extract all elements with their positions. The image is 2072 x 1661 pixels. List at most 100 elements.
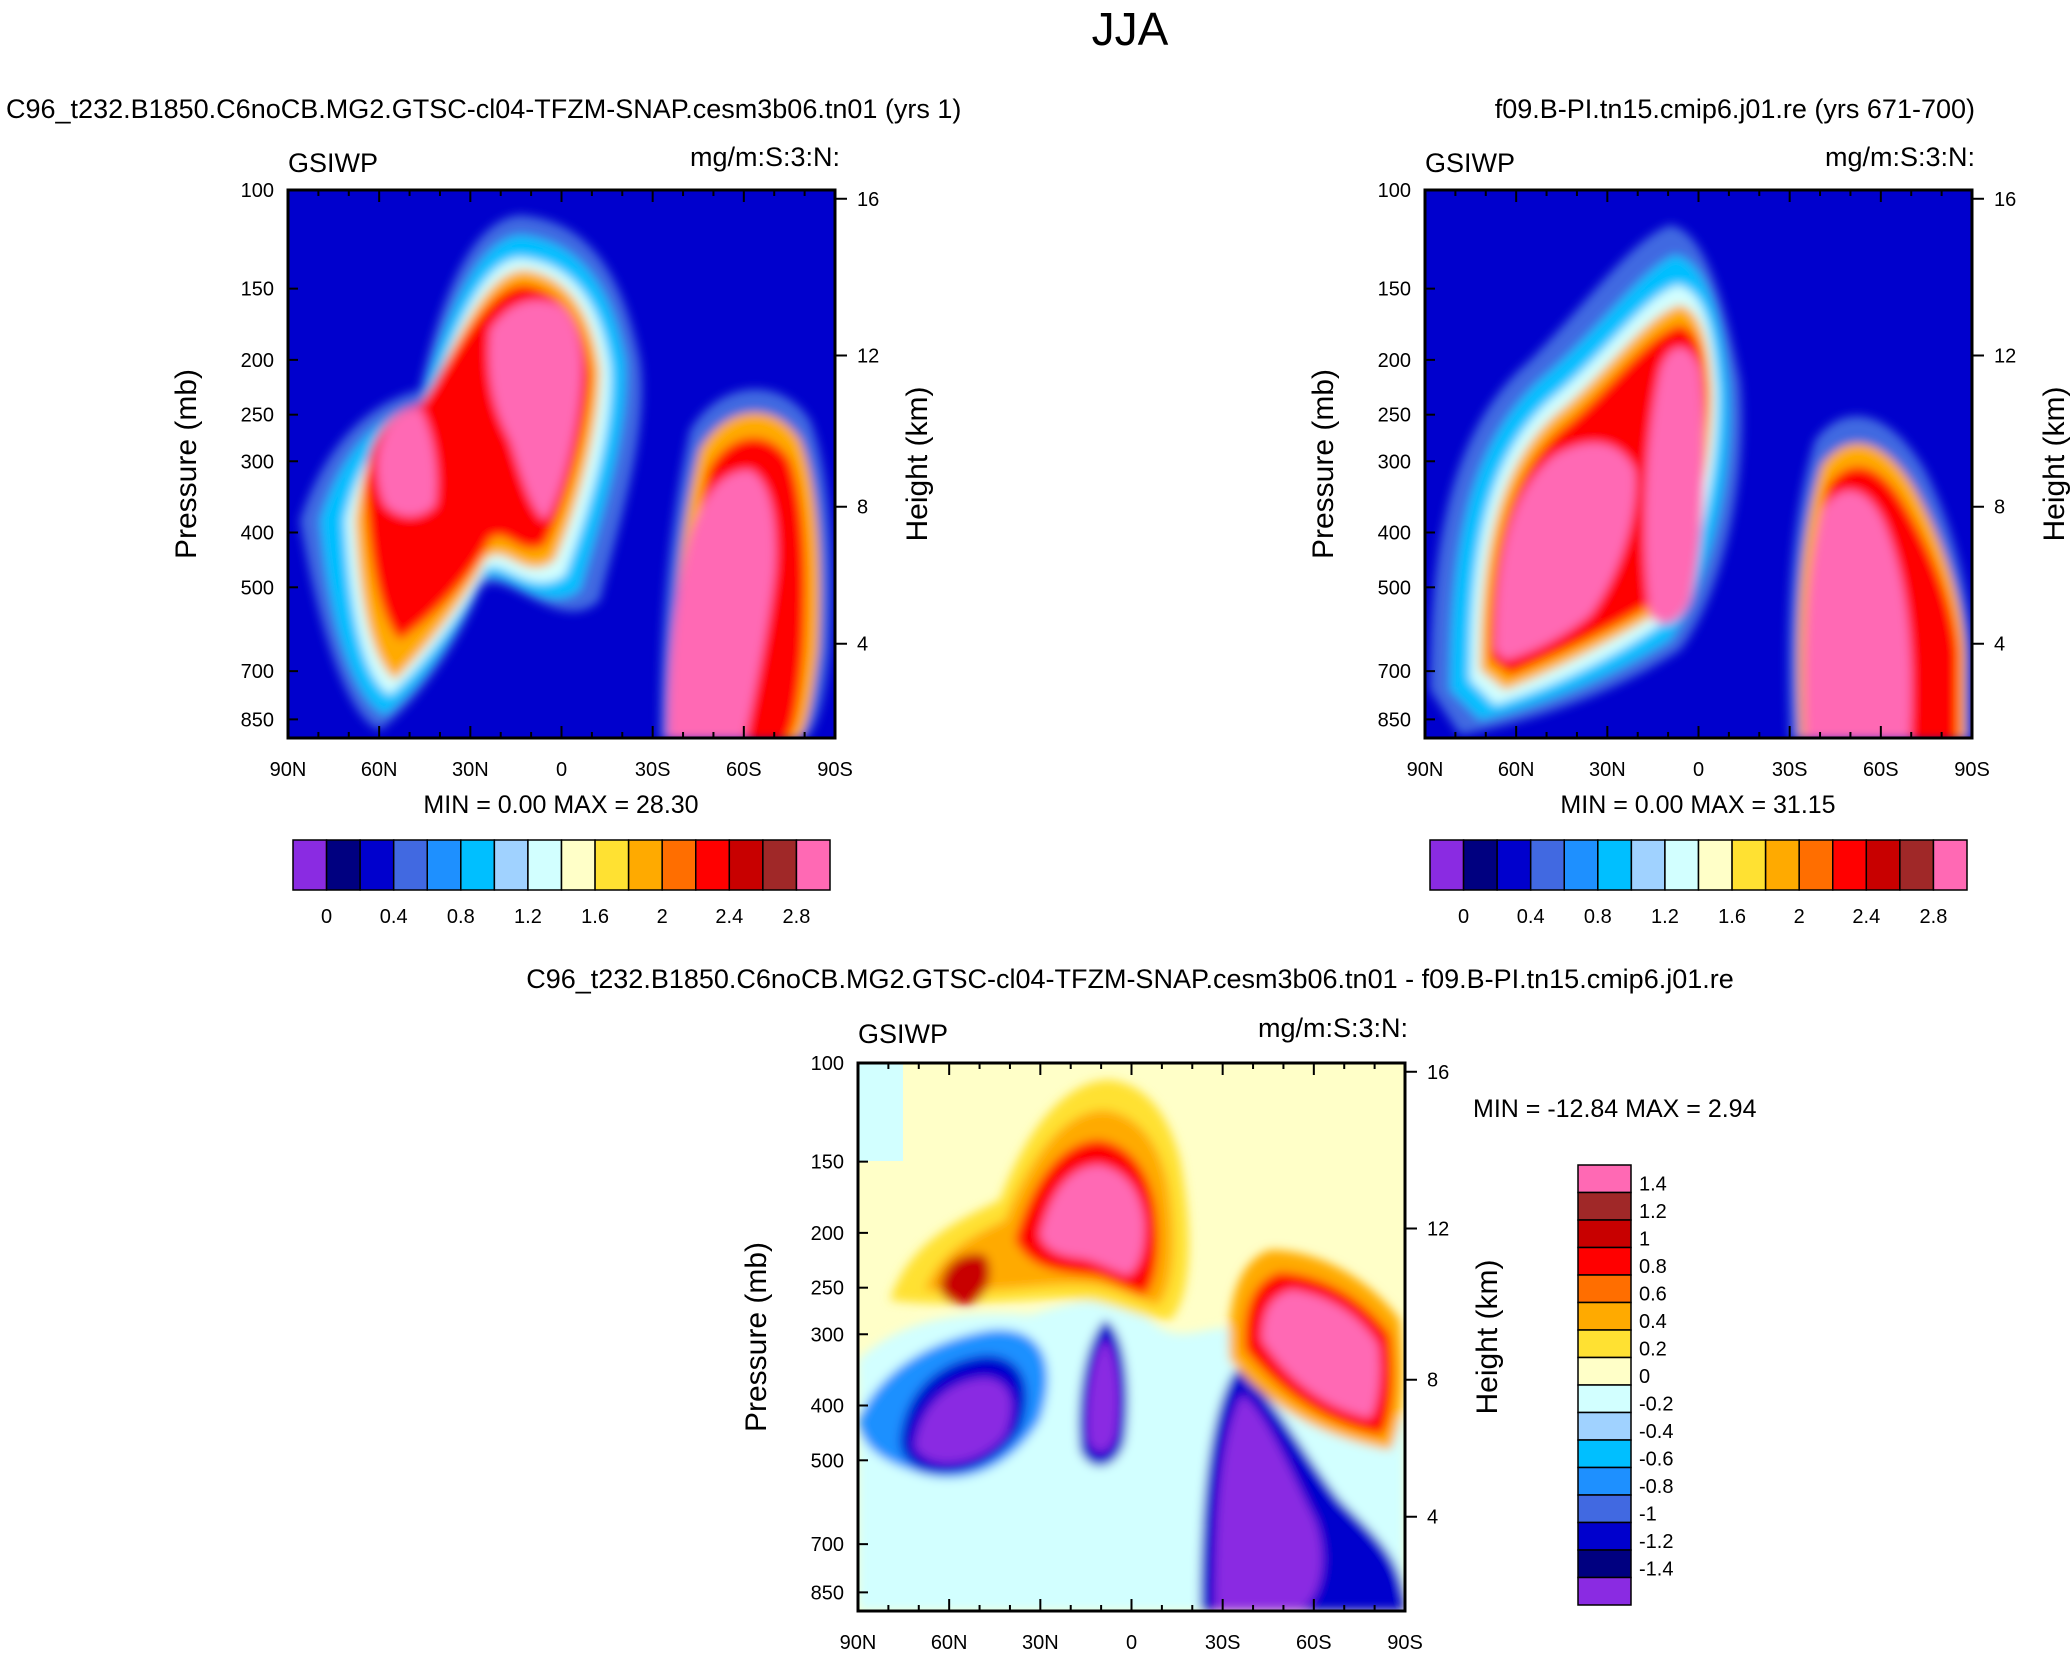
panel-diff-colorbar-label: -1.2	[1639, 1531, 1673, 1553]
panel-right-x-tick-label: 60S	[1863, 759, 1899, 781]
contour-max-nh-mid	[377, 408, 437, 517]
panel-left-y-tick-label: 250	[241, 405, 274, 427]
panel-left-x-tick-label: 30S	[635, 759, 671, 781]
panel-right-y-tick-label: 400	[1378, 523, 1411, 545]
panel-right-stats: MIN = 0.00 MAX = 31.15	[1560, 791, 1835, 819]
panel-diff-y2-tick-label: 4	[1427, 1507, 1438, 1529]
panel-diff-colorbar-label: -0.6	[1639, 1449, 1673, 1471]
panel-right-colorbar-swatch	[1529, 839, 1565, 891]
panel-left-colorbar-label: 2.4	[715, 906, 743, 928]
panel-left-colorbar-label: 0.8	[447, 906, 475, 928]
panel-left-colorbar-swatch	[627, 839, 663, 891]
panel-diff-units-label: mg/m:S:3:N:	[1258, 1013, 1408, 1043]
panel-right-y-axis-title: Pressure (mb)	[1307, 369, 1340, 559]
panel-left-y-tick-label: 500	[241, 577, 274, 599]
panel-diff-colorbar-label: 0.4	[1639, 1311, 1667, 1333]
panel-right-colorbar-swatch	[1462, 839, 1498, 891]
panel-right-y-tick-label: 850	[1378, 709, 1411, 731]
panel-left-y2-tick-label: 12	[857, 345, 879, 367]
panel-diff-x-tick-label: 30S	[1205, 1632, 1241, 1654]
panel-left-x-tick-label: 60N	[361, 759, 398, 781]
panel-diff-x-tick-label: 90N	[840, 1632, 877, 1654]
panel-diff-x-tick-label: 60N	[931, 1632, 968, 1654]
panel-left-x-tick-label: 30N	[452, 759, 489, 781]
panel-right-colorbar-swatch	[1496, 839, 1532, 891]
panel-left-x-tick-label: 60S	[726, 759, 762, 781]
panel-left-colorbar-swatch	[695, 839, 731, 891]
panel-left-y-tick-label: 200	[241, 350, 274, 372]
panel-diff-title: C96_t232.B1850.C6noCB.MG2.GTSC-cl04-TFZM…	[526, 964, 1734, 994]
panel-right-colorbar-swatch	[1899, 839, 1935, 891]
panel-right-title: f09.B-PI.tn15.cmip6.j01.re (yrs 671-700)	[1495, 94, 1975, 124]
panel-left-variable-label: GSIWP	[288, 148, 378, 178]
panel-right-y-tick-label: 300	[1378, 451, 1411, 473]
panel-left-y2-tick-label: 16	[857, 189, 879, 211]
panel-diff-y-tick-label: 250	[811, 1278, 844, 1300]
panel-diff-colorbar-swatch	[1577, 1411, 1632, 1441]
panel-right-colorbar-label: 0.4	[1517, 906, 1545, 928]
panel-right-y-tick-label: 500	[1378, 577, 1411, 599]
panel-left-colorbar-swatch	[292, 839, 328, 891]
panel-left-colorbar-swatch	[594, 839, 630, 891]
panel-left-contour-field	[288, 190, 835, 738]
panel-left: C96_t232.B1850.C6noCB.MG2.GTSC-cl04-TFZM…	[6, 94, 961, 740]
panel-diff-colorbar-label: -1.4	[1639, 1559, 1673, 1581]
contour-neg-eq-min	[1087, 1340, 1119, 1452]
panel-right-y-tick-label: 250	[1378, 405, 1411, 427]
panel-left-colorbar-label: 1.6	[581, 906, 609, 928]
panel-left-y-tick-label: 700	[241, 661, 274, 683]
panel-left-x-tick-label: 90N	[270, 759, 307, 781]
panel-diff-colorbar-label: 1	[1639, 1229, 1650, 1251]
contour-neg-nh-min	[915, 1378, 1012, 1463]
panel-right-units-label: mg/m:S:3:N:	[1825, 142, 1975, 172]
panel-right-colorbar-label: 1.2	[1651, 906, 1679, 928]
panel-diff-colorbar-swatch	[1577, 1494, 1632, 1524]
panel-right-colorbar-swatch	[1697, 839, 1733, 891]
panel-diff-colorbar-swatch	[1577, 1466, 1632, 1496]
panel-right-y-tick-label: 700	[1378, 661, 1411, 683]
panel-diff-y2-axis-title: Height (km)	[1471, 1259, 1504, 1414]
panel-right-colorbar-swatch	[1798, 839, 1834, 891]
page-title: JJA	[1092, 3, 1169, 55]
panel-diff-colorbar-label: 0.2	[1639, 1339, 1667, 1361]
panel-left-y-tick-label: 100	[241, 180, 274, 202]
panel-diff-x-tick-label: 60S	[1296, 1632, 1332, 1654]
panel-diff-y-tick-label: 100	[811, 1053, 844, 1075]
panel-right-colorbar-swatch	[1764, 839, 1800, 891]
contour-max-nh	[1495, 443, 1636, 660]
panel-right-y-tick-label: 100	[1378, 180, 1411, 202]
contour-pos-sh-max	[1262, 1290, 1380, 1418]
panel-left-y2-axis-title: Height (km)	[901, 386, 934, 541]
field-corner-patch	[858, 1063, 903, 1161]
panel-right-colorbar-swatch	[1932, 839, 1968, 891]
panel-left-colorbar-swatch	[527, 839, 563, 891]
panel-right-y2-axis-title: Height (km)	[2038, 386, 2071, 541]
panel-right-variable-label: GSIWP	[1425, 148, 1515, 178]
panel-left-y2-tick-label: 8	[857, 497, 868, 519]
panel-right-x-tick-label: 90S	[1954, 759, 1990, 781]
panel-right-colorbar-swatch	[1832, 839, 1868, 891]
panel-right-colorbar-swatch	[1563, 839, 1599, 891]
panel-diff-y-tick-label: 200	[811, 1223, 844, 1245]
contour-pos-max-tropics	[1040, 1165, 1145, 1275]
panel-diff: C96_t232.B1850.C6noCB.MG2.GTSC-cl04-TFZM…	[526, 964, 1734, 1613]
panel-left-colorbar-swatch	[392, 839, 428, 891]
panel-diff-colorbar-swatch	[1577, 1439, 1632, 1469]
panel-left-x-tick-label: 0	[556, 759, 567, 781]
panel-left-y2-tick-label: 4	[857, 634, 868, 656]
panel-left-y-axis-title: Pressure (mb)	[170, 369, 203, 559]
panel-left-colorbar-label: 0.4	[380, 906, 408, 928]
panel-right-colorbar-swatch	[1597, 839, 1633, 891]
panel-left-x-tick-label: 90S	[817, 759, 853, 781]
panel-right-colorbar-label: 0.8	[1584, 906, 1612, 928]
panel-diff-y-tick-label: 850	[811, 1582, 844, 1604]
panel-right-y2-tick-label: 16	[1994, 189, 2016, 211]
panel-right-colorbar-label: 2	[1794, 906, 1805, 928]
panel-diff-y2-tick-label: 12	[1427, 1218, 1449, 1240]
panel-right-colorbar-swatch	[1731, 839, 1767, 891]
panel-diff-variable-label: GSIWP	[858, 1019, 948, 1049]
panel-left-colorbar-swatch	[359, 839, 395, 891]
panel-right-x-tick-label: 90N	[1407, 759, 1444, 781]
panel-diff-colorbar-label: -0.4	[1639, 1421, 1673, 1443]
